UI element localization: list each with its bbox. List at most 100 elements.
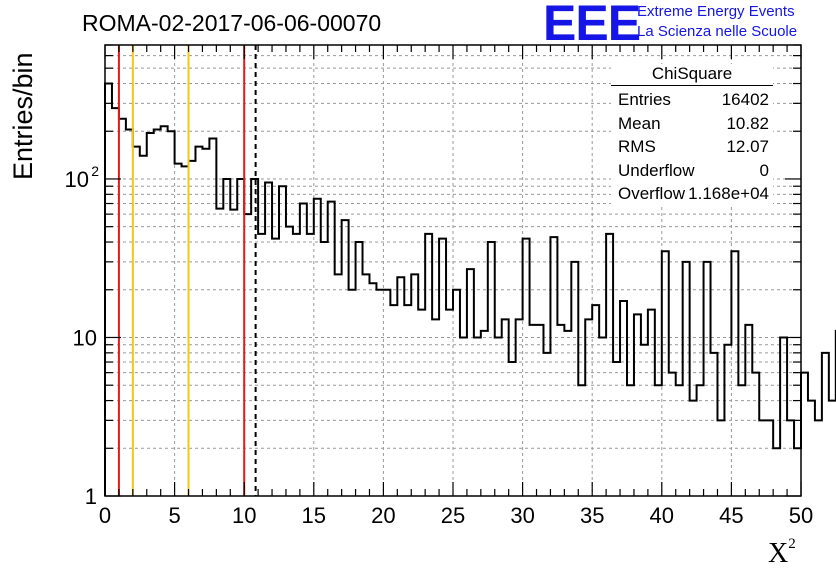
stats-value: 12.07 <box>726 137 769 156</box>
histogram-bar <box>279 186 286 496</box>
stats-label: Underflow <box>618 160 695 180</box>
histogram-bar <box>182 166 189 496</box>
x-tick-label: 50 <box>789 503 813 528</box>
histogram-bar <box>564 331 571 496</box>
histogram-bar <box>126 130 133 496</box>
histogram-bar <box>119 119 126 496</box>
stats-row-rms: RMS 12.07 <box>611 135 773 159</box>
histogram-bar <box>502 319 509 496</box>
histogram-bar <box>335 274 342 496</box>
histogram-bar <box>411 274 418 496</box>
histogram-bar <box>578 385 585 496</box>
histogram-bar <box>717 420 724 496</box>
stats-row-entries: Entries 16402 <box>611 88 773 112</box>
histogram-bar <box>209 138 216 496</box>
x-tick-label: 30 <box>510 503 534 528</box>
stats-label: Mean <box>618 113 661 133</box>
histogram-bar <box>168 131 175 496</box>
histogram-bar <box>140 156 147 496</box>
histogram-bar <box>794 448 801 496</box>
histogram-bar <box>829 401 836 496</box>
histogram-bar <box>383 290 390 496</box>
histogram-bar <box>272 239 279 496</box>
x-axis-label: X2 <box>768 536 796 570</box>
y-tick-label: 10 <box>73 325 97 350</box>
histogram-bar <box>697 385 704 496</box>
histogram-bar <box>752 373 759 496</box>
histogram-bar <box>599 337 606 496</box>
stats-value: 1.168e+04 <box>688 184 769 203</box>
stats-value: 0 <box>759 160 769 180</box>
stats-row-mean: Mean 10.82 <box>611 112 773 136</box>
histogram-bar <box>293 234 300 496</box>
histogram-bar <box>244 214 251 496</box>
histogram-bar <box>390 305 397 496</box>
histogram-bar <box>634 314 641 496</box>
histogram-bar <box>425 234 432 496</box>
histogram-bar <box>509 362 516 496</box>
histogram-bar <box>363 274 370 496</box>
histogram-bar <box>648 310 655 496</box>
histogram-bar <box>801 373 808 496</box>
histogram-bar <box>404 305 411 496</box>
x-axis-label-sup: 2 <box>788 536 796 552</box>
chart-title: ROMA-02-2017-06-06-00070 <box>82 10 382 36</box>
histogram-bar <box>356 242 363 496</box>
histogram-bar <box>780 337 787 496</box>
stats-row-overflow: Overflow 1.168e+04 <box>611 182 773 206</box>
histogram-bar <box>704 262 711 496</box>
histogram-bar <box>286 227 293 496</box>
histogram-bar <box>300 204 307 496</box>
x-axis-label-base: X <box>768 538 789 569</box>
histogram-bar <box>766 420 773 496</box>
x-tick-label: 20 <box>371 503 395 528</box>
x-tick-label: 45 <box>719 503 743 528</box>
histogram-bar <box>557 325 564 496</box>
histogram-bar <box>467 269 474 496</box>
histogram-bar <box>773 448 780 496</box>
histogram-bar <box>161 126 168 496</box>
histogram-bar <box>230 210 237 496</box>
stats-label: RMS <box>618 137 656 156</box>
x-tick-label: 0 <box>99 503 111 528</box>
histogram-bar <box>488 242 495 496</box>
x-tick-label: 35 <box>580 503 604 528</box>
x-tick-label: 10 <box>232 503 256 528</box>
histogram-bar <box>787 420 794 496</box>
histogram-bar <box>808 401 815 496</box>
histogram-bar <box>662 251 669 496</box>
x-tick-label: 15 <box>302 503 326 528</box>
histogram-bar <box>321 242 328 496</box>
histogram-bar <box>724 345 731 496</box>
histogram-bar <box>453 290 460 496</box>
histogram-bar <box>585 319 592 496</box>
histogram-bar <box>147 133 154 496</box>
histogram-outline <box>104 82 836 496</box>
histogram-bar <box>815 420 822 496</box>
histogram-bar <box>418 310 425 496</box>
histogram-bar <box>655 385 662 496</box>
histogram-bar <box>523 239 530 496</box>
x-tick-label: 5 <box>168 503 180 528</box>
y-tick-label: 10 <box>65 167 89 192</box>
histogram-bar <box>690 401 697 496</box>
stats-value: 10.82 <box>726 113 769 133</box>
histogram-bar <box>530 325 537 496</box>
histogram-bar <box>676 385 683 496</box>
histogram-bar <box>189 161 196 496</box>
histogram-bar <box>154 130 161 496</box>
histogram-bar <box>328 202 335 496</box>
histogram-bar <box>202 149 209 496</box>
histogram-bar <box>112 108 119 496</box>
histogram-bar <box>543 353 550 496</box>
histogram-bar <box>537 325 544 496</box>
x-tick-label: 25 <box>441 503 465 528</box>
stats-label: Overflow <box>618 184 686 203</box>
histogram-bar <box>376 290 383 496</box>
y-tick-label: 1 <box>85 484 97 509</box>
histogram-bar <box>195 147 202 496</box>
histogram-bar <box>133 147 140 496</box>
histogram-bar <box>307 234 314 496</box>
